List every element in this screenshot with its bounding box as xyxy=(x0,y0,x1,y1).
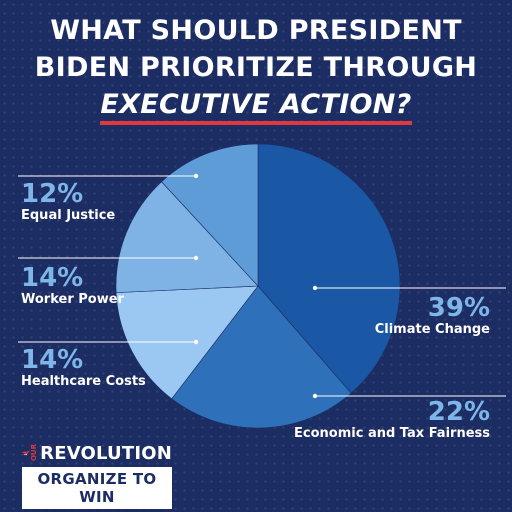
logo-tagline: ORGANIZE TO WIN xyxy=(22,467,172,509)
logo-our-text: OUR xyxy=(30,444,39,462)
pct-worker-power: 14% xyxy=(21,263,84,293)
title-line-2: BIDEN PRIORITIZE THROUGH xyxy=(34,52,478,83)
title-line-3: EXECUTIVE ACTION? xyxy=(100,86,412,125)
pie-slice-worker-power xyxy=(115,181,259,293)
pie-slice-economic-and-tax-fairness xyxy=(171,285,352,429)
chart-title: WHAT SHOULD PRESIDENT BIDEN PRIORITIZE T… xyxy=(0,12,512,125)
pct-climate-change: 39% xyxy=(427,293,490,323)
label-worker-power: 14% Worker Power xyxy=(21,264,124,308)
pct-healthcare-costs: 14% xyxy=(21,345,84,375)
leader-dot-2 xyxy=(193,339,199,345)
label-climate-change: 39% Climate Change xyxy=(375,294,490,338)
label-equal-justice: 12% Equal Justice xyxy=(21,180,115,224)
leader-dot-4 xyxy=(193,173,199,179)
pie-slice-climate-change xyxy=(257,143,401,394)
leader-dot-0 xyxy=(312,285,318,291)
leader-dot-1 xyxy=(312,393,318,399)
title-line-1: WHAT SHOULD PRESIDENT xyxy=(50,15,462,46)
name-climate-change: Climate Change xyxy=(374,322,490,337)
name-economic-tax-fairness: Economic and Tax Fairness xyxy=(294,426,490,441)
label-healthcare-costs: 14% Healthcare Costs xyxy=(21,346,146,390)
name-equal-justice: Equal Justice xyxy=(21,208,116,223)
leader-dot-3 xyxy=(193,255,199,261)
logo-revolution-text: REVOLUTION xyxy=(40,442,172,464)
pct-economic-tax-fairness: 22% xyxy=(427,397,490,427)
name-worker-power: Worker Power xyxy=(21,292,124,307)
name-healthcare-costs: Healthcare Costs xyxy=(21,374,146,389)
our-revolution-logo: OUR REVOLUTION ORGANIZE TO WIN xyxy=(22,442,172,509)
pct-equal-justice: 12% xyxy=(21,179,84,209)
bird-icon xyxy=(22,450,30,456)
label-economic-tax-fairness: 22% Economic and Tax Fairness xyxy=(294,398,490,442)
pie-slice-equal-justice xyxy=(161,143,259,287)
